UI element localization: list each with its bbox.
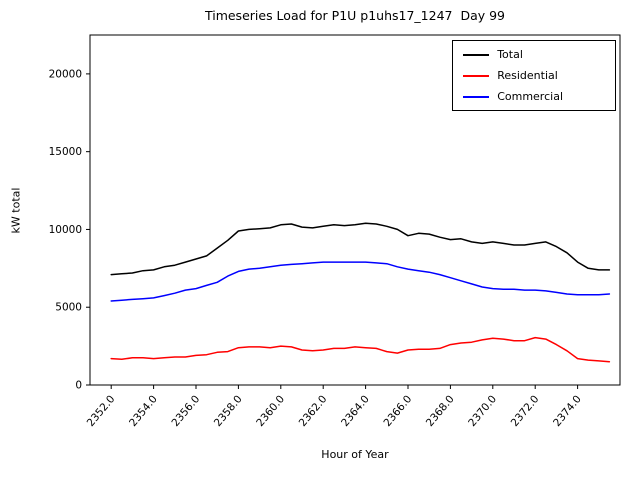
x-tick-label: 2362.0 — [297, 393, 330, 429]
x-tick-label: 2368.0 — [424, 393, 457, 429]
x-tick-label: 2352.0 — [85, 393, 118, 429]
x-tick-label: 2370.0 — [466, 393, 499, 429]
x-tick-label: 2358.0 — [212, 393, 245, 429]
y-tick-label: 0 — [75, 380, 82, 392]
y-axis-label: kW total — [9, 187, 23, 234]
x-tick-label: 2364.0 — [339, 393, 372, 429]
x-tick-label: 2360.0 — [254, 393, 287, 429]
axes-box — [89, 34, 621, 386]
legend: Total Residential Commercial — [452, 40, 616, 111]
series-line-commercial — [110, 261, 611, 302]
series-line-residential — [110, 336, 611, 363]
x-axis-label: Hour of Year — [321, 448, 389, 461]
y-tick-label: 10000 — [49, 224, 82, 236]
chart-title: Timeseries Load for P1U p1uhs17_1247 Day… — [204, 8, 506, 23]
commercial-line-swatch — [463, 95, 490, 98]
series-line-total — [110, 222, 611, 276]
x-tick-label: 2366.0 — [381, 393, 414, 429]
legend-label-commercial: Commercial — [497, 90, 563, 103]
legend-item-residential: Residential — [463, 69, 605, 82]
x-tick-label: 2356.0 — [169, 393, 202, 429]
y-tick-label: 5000 — [55, 302, 82, 314]
y-tick-label: 15000 — [49, 146, 82, 158]
x-tick-label: 2354.0 — [127, 393, 160, 429]
total-line-swatch — [463, 53, 490, 56]
legend-label-total: Total — [497, 48, 523, 61]
residential-line-swatch — [463, 74, 490, 77]
legend-item-commercial: Commercial — [463, 90, 605, 103]
x-tick-label: 2372.0 — [509, 393, 542, 429]
x-tick-label: 2374.0 — [551, 393, 584, 429]
legend-label-residential: Residential — [497, 69, 558, 82]
y-tick-label: 20000 — [49, 68, 82, 80]
legend-item-total: Total — [463, 48, 605, 61]
